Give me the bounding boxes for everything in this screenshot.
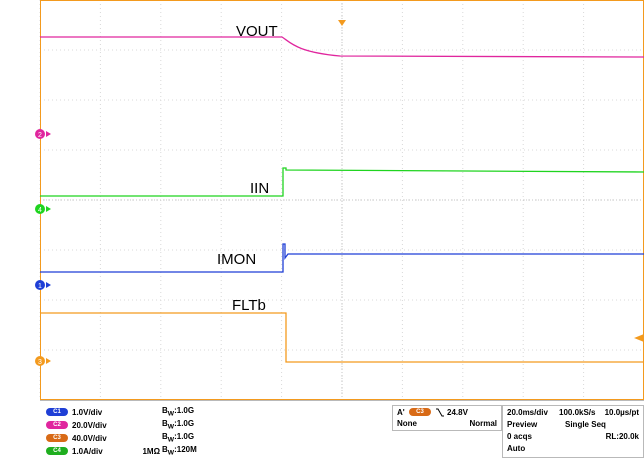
trigger-panel[interactable]: A' C3 24.8V None Normal — [392, 405, 502, 431]
waveform-label-fltb: FLTb — [232, 297, 266, 314]
run-mode: Auto — [507, 444, 526, 453]
channel-row-c3[interactable]: C3 40.0V/div BW:1.0G — [46, 432, 195, 444]
timebase: 20.0ms/div — [507, 408, 548, 417]
channel-marker-1[interactable]: 1 — [35, 280, 51, 290]
channel-badge-c1[interactable]: C1 — [46, 408, 68, 416]
channel-marker-4[interactable]: 4 — [35, 204, 51, 214]
acquisition-count: 0 acqs — [507, 432, 532, 441]
trigger-position-icon[interactable] — [338, 20, 346, 26]
channel-row-c2[interactable]: C2 20.0V/div BW:1.0G — [46, 419, 195, 431]
acquisition-panel[interactable]: 20.0ms/div 100.0kS/s 10.0µs/pt Preview S… — [502, 405, 644, 458]
channel-badge-c4[interactable]: C4 — [46, 447, 68, 455]
channel-scale: 1.0V/div — [72, 407, 103, 417]
sample-rate: 100.0kS/s — [559, 408, 596, 417]
waveform-imon: IMON — [40, 243, 644, 273]
channel-row-c1[interactable]: C1 1.0V/div BW:1.0G — [46, 406, 195, 418]
record-length: RL:20.0k — [605, 432, 639, 441]
acquisition-state: Preview — [507, 420, 538, 429]
svg-text:1: 1 — [38, 283, 42, 290]
rising-edge-icon — [436, 408, 444, 417]
channel-bandwidth: BW:1.0G — [162, 419, 195, 431]
sequence-mode: Single Seq — [565, 420, 606, 429]
status-bar: C1 1.0V/div BW:1.0G C2 20.0V/div BW:1.0G… — [40, 400, 644, 458]
channel-badge-c3[interactable]: C3 — [46, 434, 68, 442]
trigger-label: A' — [397, 408, 405, 417]
channel-scale: 40.0V/div — [72, 433, 107, 443]
channel-termination: 1MΩ — [142, 446, 160, 456]
waveform-fltb: FLTb — [40, 297, 644, 363]
channel-row-c4[interactable]: C4 1.0A/div 1MΩ BW:120M — [46, 445, 197, 457]
trigger-coupling: None — [397, 419, 417, 428]
time-resolution: 10.0µs/pt — [604, 408, 639, 417]
svg-text:4: 4 — [38, 207, 42, 214]
channel-scale: 20.0V/div — [72, 420, 107, 430]
channel-bandwidth: BW:1.0G — [162, 406, 195, 418]
waveform-iin: IIN — [40, 167, 644, 197]
waveform-label-iin: IIN — [250, 180, 269, 197]
waveform-label-imon: IMON — [217, 251, 256, 268]
channel-bandwidth: BW:120M — [162, 445, 197, 457]
channel-scale: 1.0A/div — [72, 446, 103, 456]
channel-badge-c2[interactable]: C2 — [46, 421, 68, 429]
svg-text:2: 2 — [38, 132, 42, 139]
trigger-mode: Normal — [469, 419, 497, 428]
waveform-label-vout: VOUT — [236, 23, 278, 40]
waveform-display: VOUT IIN IMON FLTb 2 4 1 3 — [35, 0, 644, 400]
trigger-level-icon[interactable] — [634, 334, 644, 342]
waveform-vout: VOUT — [40, 23, 644, 58]
trigger-level: 24.8V — [447, 408, 468, 417]
channel-marker-2[interactable]: 2 — [35, 129, 51, 139]
trigger-channel-badge[interactable]: C3 — [409, 408, 431, 416]
channel-bandwidth: BW:1.0G — [162, 432, 195, 444]
svg-text:3: 3 — [38, 359, 42, 366]
channel-marker-3[interactable]: 3 — [35, 356, 51, 366]
